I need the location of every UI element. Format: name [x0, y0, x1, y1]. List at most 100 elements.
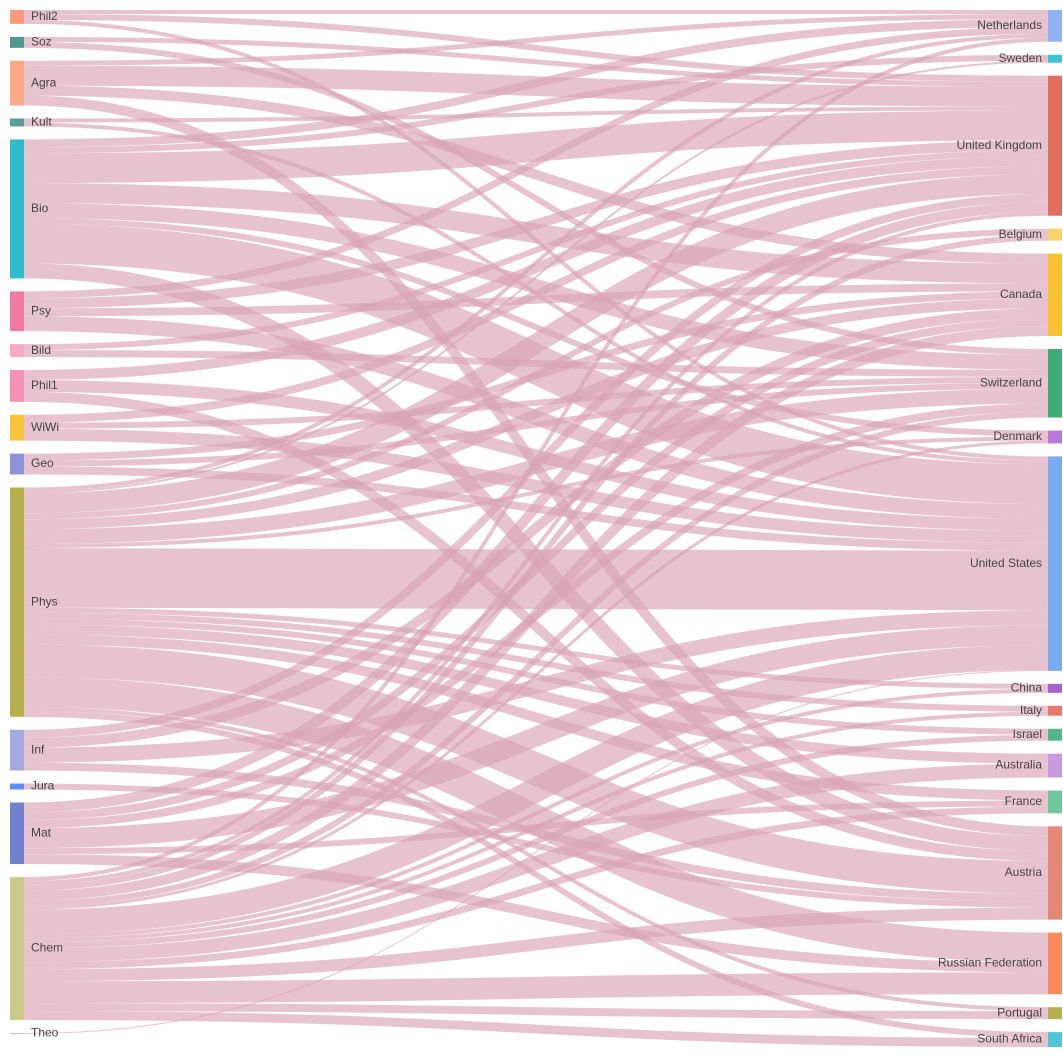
link [23, 201, 1049, 813]
link [23, 283, 1049, 317]
link [23, 783, 1049, 908]
link [23, 548, 1049, 611]
node-label: Belgium [999, 227, 1042, 241]
node [10, 487, 24, 717]
link [23, 350, 1049, 377]
node-label: Canada [1000, 287, 1042, 301]
link [23, 217, 1049, 437]
node-label: Kult [31, 115, 52, 129]
node [10, 344, 24, 358]
node-label: Geo [31, 456, 54, 470]
link [23, 1011, 1049, 1047]
link [23, 13, 1049, 66]
link [23, 298, 1049, 530]
node-label: United States [970, 556, 1042, 570]
link [23, 308, 1049, 748]
link [23, 677, 1049, 963]
link [23, 211, 1049, 885]
node [1048, 349, 1062, 418]
node [1048, 228, 1062, 241]
node [10, 370, 24, 402]
node-label: Bild [31, 343, 51, 357]
node-label: Australia [995, 758, 1042, 772]
link [23, 972, 1049, 1004]
link [23, 13, 1049, 82]
link [23, 645, 1049, 935]
link [23, 228, 1049, 520]
node-label: WiWi [31, 420, 59, 434]
node-label: Israel [1013, 727, 1042, 741]
node-label: Psy [31, 303, 51, 317]
node [1048, 253, 1062, 337]
link [23, 166, 1049, 423]
node-label: Denmark [993, 429, 1043, 443]
node-label: United Kingdom [957, 138, 1042, 152]
link [23, 41, 1049, 355]
node-label: Phil2 [31, 9, 58, 23]
node [10, 453, 24, 475]
node-label: Austria [1005, 865, 1043, 879]
node [1048, 430, 1062, 444]
node [1048, 705, 1062, 716]
node-label: Switzerland [980, 375, 1042, 389]
link [23, 106, 1049, 123]
node-label: Inf [31, 742, 45, 756]
link [23, 234, 1049, 891]
node-label: Phys [31, 594, 58, 608]
node [1048, 932, 1062, 995]
node [10, 36, 24, 48]
node [10, 118, 24, 127]
node [10, 10, 24, 24]
node [1048, 456, 1062, 671]
node [1048, 753, 1062, 778]
link [23, 36, 1049, 87]
link [23, 326, 1049, 901]
node [1048, 75, 1062, 216]
node-label: Netherlands [977, 18, 1042, 32]
node [10, 291, 24, 332]
link [23, 734, 1049, 949]
link [23, 18, 1049, 148]
link [23, 428, 1049, 543]
link [23, 806, 1049, 970]
node-label: South Africa [977, 1032, 1042, 1046]
node [10, 1033, 24, 1035]
node-label: Italy [1020, 703, 1042, 717]
node [1048, 1007, 1062, 1020]
node [1048, 790, 1062, 814]
link [23, 193, 1049, 738]
link [23, 150, 1049, 351]
node-label: Mat [31, 825, 52, 839]
link [23, 907, 1049, 982]
link [23, 625, 1049, 849]
link [23, 610, 1049, 763]
link [23, 411, 1049, 907]
node [10, 877, 24, 1021]
link [23, 644, 1049, 894]
link [23, 140, 1049, 309]
node-label: Soz [31, 35, 52, 49]
node-label: Chem [31, 941, 63, 955]
node-label: Phil1 [31, 378, 58, 392]
link [23, 379, 1049, 531]
link [23, 37, 1049, 882]
link [23, 174, 1049, 514]
link [23, 60, 1049, 494]
node-label: Portugal [997, 1005, 1042, 1019]
node-label: Theo [31, 1026, 59, 1040]
node [10, 139, 24, 279]
link [23, 711, 1049, 943]
node-label: Bio [31, 201, 49, 215]
node [1048, 10, 1062, 42]
node [10, 414, 24, 441]
node [10, 783, 24, 790]
link [23, 156, 1049, 380]
node [1048, 826, 1062, 920]
link [23, 318, 1049, 821]
node [1048, 683, 1062, 693]
node-label: Sweden [999, 51, 1042, 65]
node-label: France [1005, 794, 1043, 808]
link [23, 110, 1049, 184]
link [23, 688, 1049, 939]
link [23, 1003, 1049, 1020]
